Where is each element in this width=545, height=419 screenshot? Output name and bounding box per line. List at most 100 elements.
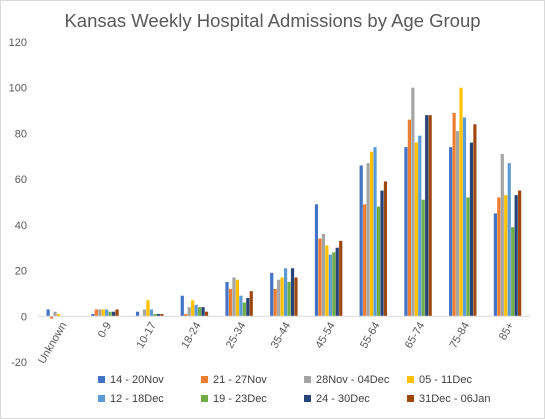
legend-label: 28Nov - 04Dec <box>316 373 390 386</box>
legend-swatch <box>407 395 414 402</box>
x-tick-label: 25-34 <box>224 320 248 350</box>
bar <box>101 309 105 317</box>
bar <box>160 314 164 317</box>
bar <box>404 147 408 317</box>
bar <box>511 227 515 317</box>
bar <box>421 199 425 317</box>
x-tick-label: 75-84 <box>448 320 472 350</box>
bar <box>449 147 453 317</box>
bar <box>49 316 54 319</box>
legend-row: 12 - 18Dec 19 - 23Dec 24 - 30Dec 31Dec - 06… <box>98 389 538 408</box>
bar <box>328 254 332 317</box>
legend-swatch <box>98 395 105 402</box>
legend-label: 19 - 23Dec <box>213 392 267 405</box>
bar <box>469 142 474 317</box>
legend-swatch <box>201 376 208 383</box>
legend-item: 12 - 18Dec <box>98 393 201 405</box>
bar <box>514 195 518 317</box>
y-tick-label: 40 <box>15 220 27 232</box>
bar <box>418 135 422 317</box>
x-tick-label: 65-74 <box>403 320 427 350</box>
bar <box>339 240 343 317</box>
x-axis: Unknown 0-9 10-17 18-24 25-34 35-44 45-54 55-64… <box>36 320 517 366</box>
bar <box>280 277 284 317</box>
bar <box>98 309 102 317</box>
legend-label: 05 - 11Dec <box>419 373 472 386</box>
bar <box>228 288 233 317</box>
bar <box>204 311 209 317</box>
x-tick-label: Unknown <box>36 320 69 366</box>
bar <box>428 115 432 317</box>
bar <box>287 282 291 317</box>
bar <box>373 147 377 317</box>
bar <box>407 119 411 317</box>
bar <box>284 268 288 317</box>
bar <box>493 213 497 317</box>
bar <box>146 300 150 317</box>
legend-item: 05 - 11Dec <box>407 374 510 386</box>
bar <box>473 124 477 317</box>
x-tick-label: 55-64 <box>358 320 382 350</box>
legend-item: 21 - 27Nov <box>201 374 304 386</box>
legend-item: 31Dec - 06Jan <box>407 393 510 405</box>
legend-swatch <box>407 376 414 383</box>
bar <box>507 163 511 317</box>
legend-label: 21 - 27Nov <box>213 373 267 386</box>
bar <box>383 181 388 317</box>
bar <box>180 295 184 317</box>
bar <box>135 311 140 317</box>
y-tick-label: 80 <box>15 128 27 140</box>
x-tick-label: 18-24 <box>179 320 203 350</box>
legend-row: 14 - 20Nov 21 - 27Nov 28Nov - 04Dec 05 - 11… <box>98 370 538 389</box>
bar <box>194 304 198 317</box>
bar <box>46 309 50 317</box>
y-tick-label: 120 <box>9 37 27 49</box>
bar <box>318 238 322 317</box>
bar <box>504 195 508 317</box>
bar <box>380 190 384 317</box>
bar <box>411 87 415 317</box>
bar <box>142 309 147 317</box>
bar <box>94 309 98 317</box>
bar <box>321 234 325 317</box>
legend-label: 12 - 18Dec <box>110 392 164 405</box>
legend: 14 - 20Nov 21 - 27Nov 28Nov - 04Dec 05 - 11… <box>98 370 538 408</box>
bar <box>184 314 188 317</box>
bar <box>149 309 154 317</box>
bar <box>459 87 463 317</box>
bar <box>497 197 501 317</box>
y-axis: -20 0 20 40 60 80 100 120 <box>9 37 27 369</box>
x-tick-label: 35-44 <box>269 320 293 350</box>
x-tick-label: 45-54 <box>313 320 337 350</box>
bar <box>153 314 157 317</box>
bar <box>191 300 195 317</box>
bar <box>277 279 281 317</box>
bar <box>332 252 336 317</box>
bar <box>369 151 374 317</box>
bar <box>366 163 370 317</box>
bar <box>115 309 119 317</box>
x-tick-label: 10-17 <box>134 320 158 350</box>
bar-series-group <box>46 87 522 319</box>
bar <box>156 314 160 317</box>
bar <box>414 142 418 317</box>
bar <box>91 314 95 317</box>
legend-label: 24 - 30Dec <box>316 392 370 405</box>
bar <box>270 272 274 317</box>
bar <box>105 309 109 317</box>
y-tick-label: 100 <box>9 83 27 95</box>
bar <box>325 245 329 317</box>
bar <box>187 307 191 317</box>
bar <box>53 311 57 317</box>
y-tick-label: 60 <box>15 174 27 186</box>
legend-swatch <box>201 395 208 402</box>
legend-label: 31Dec - 06Jan <box>419 392 491 405</box>
bar <box>249 291 253 317</box>
bar <box>108 311 112 317</box>
bar <box>225 282 229 317</box>
bar <box>112 311 116 317</box>
bar <box>56 314 61 317</box>
legend-swatch <box>304 395 311 402</box>
x-tick-label: 0-9 <box>96 320 114 340</box>
